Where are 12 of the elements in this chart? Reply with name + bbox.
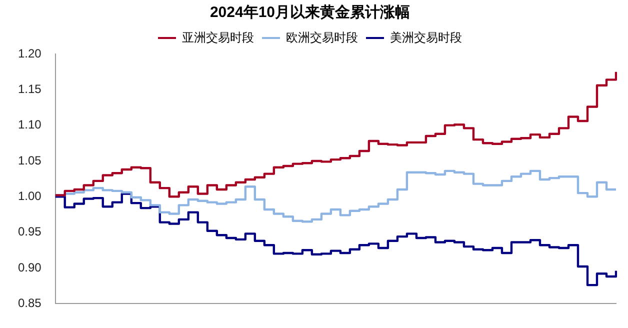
y-tick-label: 1.10	[18, 118, 42, 132]
y-tick-label: 0.85	[18, 296, 42, 310]
y-tick-label: 0.90	[18, 260, 42, 274]
legend-label: 美洲交易时段	[390, 30, 462, 44]
y-tick-label: 1.00	[18, 188, 42, 203]
y-tick-label: 1.05	[18, 153, 42, 168]
chart-title: 2024年10月以来黄金累计涨幅	[210, 4, 410, 22]
legend-label: 亚洲交易时段	[182, 30, 254, 44]
y-tick-label: 1.20	[18, 46, 42, 60]
y-tick-label: 0.95	[18, 224, 42, 239]
legend-label: 欧洲交易时段	[286, 30, 358, 44]
y-tick-label: 1.15	[18, 82, 42, 96]
